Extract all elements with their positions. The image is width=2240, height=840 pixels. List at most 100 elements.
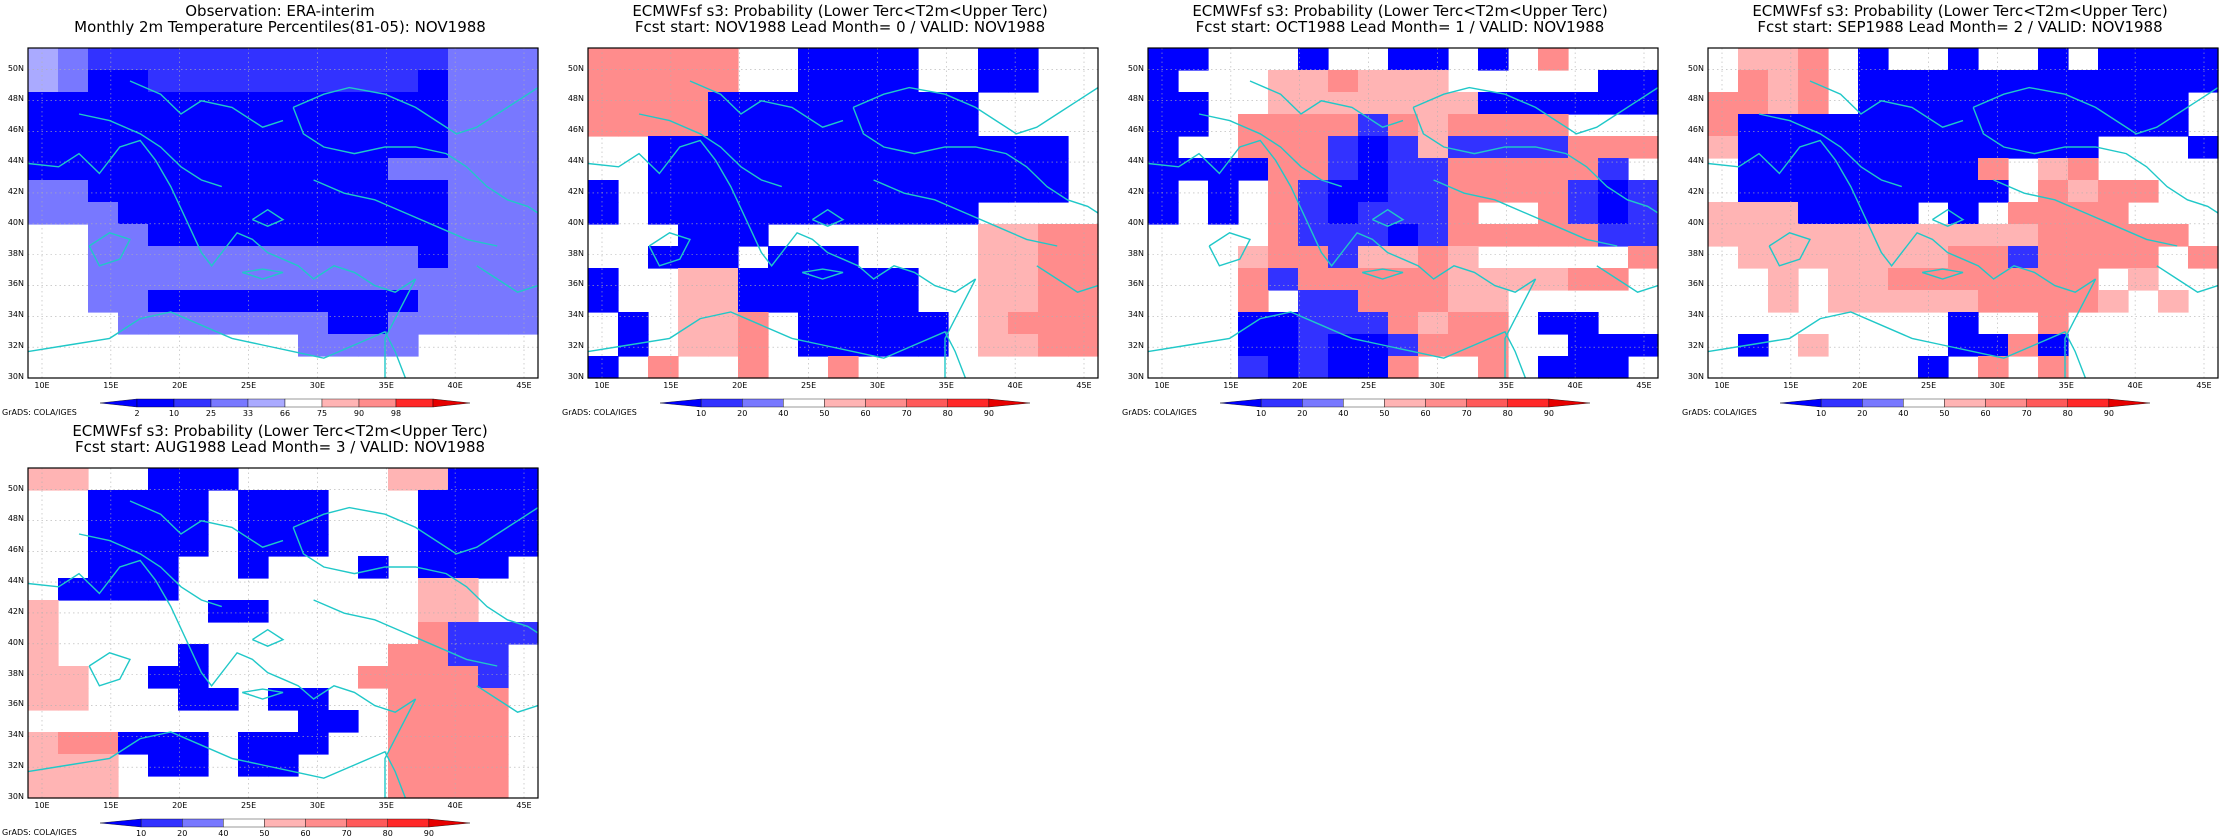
grid-cell: [888, 180, 919, 203]
grid-cell: [1738, 180, 1769, 203]
coastline: [252, 628, 285, 647]
colorbar-label: 90: [983, 409, 994, 418]
coastline: [1758, 113, 1903, 188]
colorbar-segment: [432, 398, 471, 408]
grid-cell: [828, 92, 859, 115]
colorbar-segment: [659, 398, 702, 408]
grid-cell: [268, 512, 299, 535]
colorbar-segment: [783, 398, 825, 408]
grid-cell: [1388, 312, 1419, 335]
grid-cell: [28, 158, 59, 181]
grid-cell: [208, 202, 239, 225]
coastline: [241, 688, 284, 700]
grid-cell: [118, 512, 149, 535]
grid-cell: [1918, 92, 1949, 115]
map-panel-2: ECMWFsf s3: Probability (Lower Terc<T2m<…: [560, 0, 1120, 420]
grid-cell: [888, 268, 919, 291]
grid-cell: [1448, 290, 1479, 313]
grid-cell: [268, 246, 299, 269]
grid-cell: [1328, 312, 1359, 335]
colorbar-label: 10: [1256, 409, 1267, 418]
grid-cell: [1418, 334, 1449, 357]
grid-cell: [1798, 114, 1829, 137]
grid-cell: [1888, 290, 1919, 313]
panel-title-line1: ECMWFsf s3: Probability (Lower Terc<T2m<…: [1752, 2, 2168, 20]
grid-cell: [1828, 114, 1859, 137]
grid-cell: [2098, 70, 2129, 93]
colorbar-segment: [321, 398, 360, 408]
grid-cell: [148, 556, 179, 579]
colorbar-label: 50: [1379, 409, 1390, 418]
grid-cell: [178, 114, 209, 137]
grid-cell: [448, 622, 479, 645]
grid-cell: [448, 490, 479, 513]
map-plot: [587, 47, 1099, 408]
grid-cell: [88, 776, 119, 799]
grid-cell: [448, 312, 479, 335]
grid-cell: [1828, 246, 1859, 269]
grid-cell: [798, 158, 829, 181]
grid-cell: [1538, 356, 1569, 379]
grid-cell: [2038, 70, 2069, 93]
grid-cell: [328, 290, 359, 313]
lon-tick-label: 40E: [447, 801, 463, 810]
grid-cell: [978, 246, 1009, 269]
grid-cell: [268, 158, 299, 181]
grid-cell: [1328, 224, 1359, 247]
colorbar-label: 10: [696, 409, 707, 418]
grid-cell: [358, 666, 389, 689]
grid-cell: [1628, 334, 1659, 357]
grid-cell: [148, 92, 179, 115]
grid-cell: [178, 158, 209, 181]
grid-cell: [448, 578, 479, 601]
lon-tick-label: 45E: [516, 801, 532, 810]
grid-cell: [508, 158, 539, 181]
grid-cell: [178, 312, 209, 335]
coastline: [88, 652, 131, 687]
grid-cell: [1768, 180, 1799, 203]
grads-credit: GrADS: COLA/IGES: [1122, 408, 1197, 417]
colorbar-label: 20: [1297, 409, 1308, 418]
grid-cell: [358, 92, 389, 115]
grid-cell: [1948, 334, 1979, 357]
grid-cell: [1448, 312, 1479, 335]
grid-cell: [28, 468, 59, 491]
grid-cell: [1148, 114, 1179, 137]
lat-tick-label: 34N: [7, 730, 24, 740]
grid-cell: [418, 710, 449, 733]
grid-cell: [1978, 290, 2009, 313]
grid-cell: [2038, 290, 2069, 313]
lon-tick-label: 30E: [1989, 381, 2006, 390]
colorbar-label: 40: [1898, 409, 1909, 418]
lat-tick-label: 42N: [567, 186, 584, 196]
grid-cell: [1858, 290, 1889, 313]
grid-cell: [298, 136, 329, 159]
grid-cell: [28, 48, 59, 71]
grid-cell: [178, 48, 209, 71]
grid-cell: [1418, 114, 1449, 137]
lat-tick-label: 40N: [1687, 217, 1704, 227]
grid-cell: [1828, 136, 1859, 159]
grid-cell: [2008, 290, 2039, 313]
grid-cell: [118, 290, 149, 313]
map-plot: [27, 47, 539, 408]
grid-cell: [238, 70, 269, 93]
grid-cell: [1568, 224, 1599, 247]
grid-cell: [1038, 334, 1069, 357]
grid-cell: [2098, 290, 2129, 313]
grid-cell: [418, 48, 449, 71]
grid-cell: [418, 246, 449, 269]
panel-title-line2: Fcst start: SEP1988 Lead Month= 2 / VALI…: [1757, 18, 2163, 36]
lat-tick-label: 44N: [7, 156, 24, 166]
colorbar-segment: [947, 398, 990, 408]
grid-cell: [678, 268, 709, 291]
grid-cell: [148, 180, 179, 203]
grid-cell: [2008, 136, 2039, 159]
grid-cell: [328, 48, 359, 71]
lat-tick-label: 44N: [1127, 156, 1144, 166]
grid-cell: [828, 180, 859, 203]
colorbar-segment: [1944, 398, 1986, 408]
coastline: [1707, 311, 2087, 379]
coastline: [1412, 86, 1659, 135]
grid-cell: [2038, 202, 2069, 225]
